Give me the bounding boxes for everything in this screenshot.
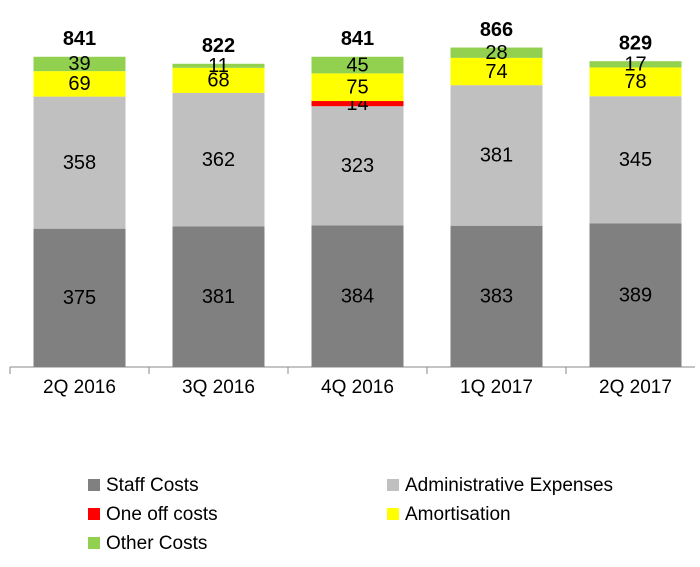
legend-swatch [387, 508, 399, 520]
data-label: 358 [63, 152, 96, 174]
data-label: 39 [68, 53, 90, 75]
legend-swatch [88, 508, 100, 520]
bar-segment [589, 223, 682, 367]
total-label: 841 [63, 28, 96, 50]
legend-label: One off costs [106, 504, 218, 525]
bar-segment [450, 47, 543, 58]
bar-segment [311, 106, 404, 226]
data-label: 381 [202, 286, 235, 308]
bar-segment [33, 96, 126, 229]
bar-segment [589, 96, 682, 224]
data-label: 362 [202, 149, 235, 171]
x-tick-label: 2Q 2017 [599, 377, 672, 398]
total-label: 841 [341, 28, 374, 50]
data-label: 17 [624, 54, 646, 76]
data-label: 384 [341, 285, 374, 307]
data-label: 69 [68, 73, 90, 95]
bar-segment [172, 92, 265, 227]
bar-segment [450, 225, 543, 367]
legend-label: Other Costs [106, 533, 207, 554]
bar-segment [589, 67, 682, 97]
legend-swatch [387, 479, 399, 491]
x-tick-label: 2Q 2016 [43, 377, 116, 398]
data-label: 28 [485, 42, 507, 64]
data-label: 45 [346, 54, 368, 76]
bar-segment [172, 67, 265, 93]
data-label: 78 [624, 71, 646, 93]
bar-segment [311, 101, 404, 107]
legend-swatch [88, 537, 100, 549]
legend-label: Administrative Expenses [405, 475, 613, 496]
bar-segment [311, 56, 404, 74]
data-label: 68 [207, 70, 229, 92]
bar-segment [33, 71, 126, 97]
data-label: 323 [341, 155, 374, 177]
total-label: 866 [480, 19, 513, 41]
bar-segment [450, 85, 543, 226]
legend-label: Staff Costs [106, 475, 199, 496]
data-label: 383 [480, 286, 513, 308]
data-label: 389 [619, 285, 652, 307]
bar-segment [589, 61, 682, 68]
bar-segment [311, 73, 404, 102]
x-tick-label: 1Q 2017 [460, 377, 533, 398]
data-label: 345 [619, 149, 652, 171]
x-tick-label: 4Q 2016 [321, 377, 394, 398]
legend-swatch [88, 479, 100, 491]
total-label: 822 [202, 35, 235, 57]
data-label: 381 [480, 145, 513, 167]
bar-segment [33, 228, 126, 367]
legend-label: Amortisation [405, 504, 511, 525]
data-label: 11 [208, 55, 229, 77]
x-tick-label: 3Q 2016 [182, 377, 255, 398]
bar-segment [172, 63, 265, 68]
bar-segment [311, 225, 404, 367]
data-label: 75 [346, 76, 368, 98]
data-label: 74 [485, 61, 507, 83]
data-label: 375 [63, 287, 96, 309]
bar-segment [33, 56, 126, 72]
bar-segment [172, 226, 265, 367]
total-label: 829 [619, 32, 652, 54]
bar-segment [450, 57, 543, 86]
